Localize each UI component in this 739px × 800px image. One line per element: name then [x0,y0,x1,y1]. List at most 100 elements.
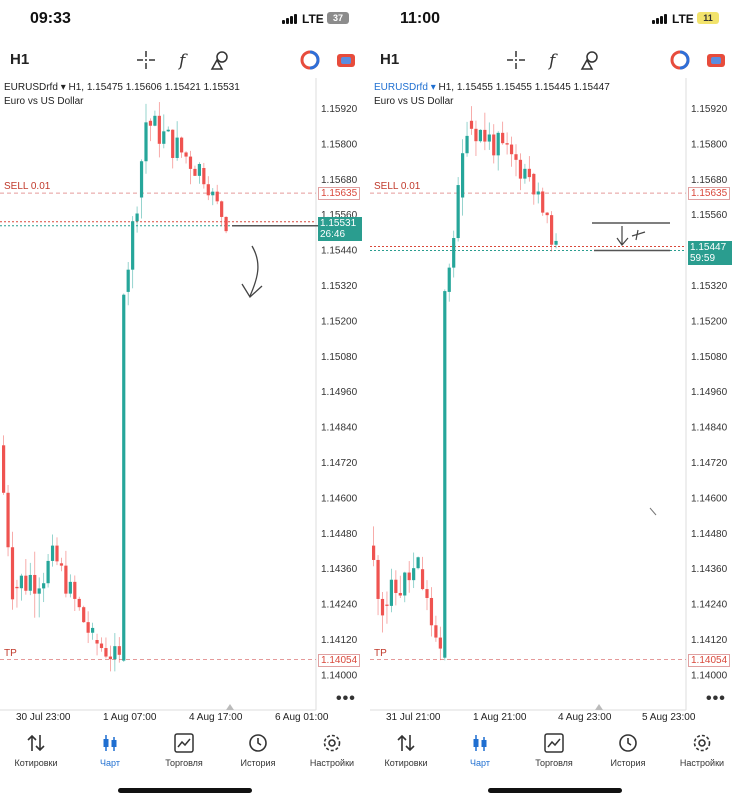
candle-body [541,191,545,213]
nav-trade[interactable]: Торговля [518,732,590,768]
price-tick-label: 1.15560 [321,210,358,221]
sell-label[interactable]: SELL 0.01 [4,181,51,192]
candle-body [509,144,514,155]
dropdown-caret-icon[interactable]: ▾ [60,82,66,93]
candle-body [180,137,184,153]
status-bar: 11:00 LTE 11 [370,0,739,40]
crosshair-icon[interactable] [134,48,158,72]
objects-icon[interactable] [208,48,232,72]
nav-quotes[interactable]: Котировки [370,732,442,768]
sell-price-tag: 1.15635 [688,187,731,200]
candle-body [527,168,531,178]
symbol-name[interactable]: EURUSDrfd [374,82,428,93]
nav-settings[interactable]: Настройки [296,732,368,768]
symbol-name[interactable]: EURUSDrfd [4,82,58,93]
trade-icon[interactable] [704,48,728,72]
candle-body [514,154,518,160]
candle-body [113,646,117,660]
sell-label[interactable]: SELL 0.01 [374,181,421,192]
candle-body [492,134,496,156]
price-tick-label: 1.15920 [691,104,728,115]
candle-body [2,445,6,493]
candle-body [153,115,157,126]
candle-body [50,545,55,561]
settings-icon [666,732,738,754]
dropdown-caret-icon[interactable]: ▾ [430,82,436,93]
function-icon[interactable]: f [542,48,566,72]
signal-icon [282,14,297,24]
nav-settings[interactable]: Настройки [666,732,738,768]
nav-chart[interactable]: Чарт [74,732,146,768]
trade-chart-icon [148,732,220,754]
candle-body [108,656,112,660]
nav-quotes[interactable]: Котировки [0,732,72,768]
candle-body [416,557,420,569]
function-icon[interactable]: f [172,48,196,72]
battery-icon: 11 [697,12,719,24]
more-icon[interactable]: ••• [336,690,356,707]
trade-icon[interactable] [334,48,358,72]
trade-chart-icon [518,732,590,754]
status-time: 09:33 [30,10,71,27]
nav-label: Котировки [14,758,58,768]
candle-body [117,646,121,655]
candle-body [95,640,99,644]
nav-trade[interactable]: Торговля [148,732,220,768]
phone-screen-right: 11:00 LTE 11 H1 f 1.15920 1.15800 1.15680 1… [370,0,739,800]
candle-body [77,598,81,608]
candle-body [175,137,179,158]
candle-body [452,238,456,268]
price-chart[interactable]: 1.15920 1.15800 1.15680 1.15560 1.15320 1.152… [370,78,739,718]
price-chart[interactable]: 1.15920 1.15800 1.15680 1.15560 1.15440 1.153… [0,78,369,718]
candle-body [425,589,429,598]
chart-canvas[interactable]: 1.15920 1.15800 1.15680 1.15560 1.15440 1.153… [0,78,369,718]
chart-canvas[interactable]: 1.15920 1.15800 1.15680 1.15560 1.15320 1.152… [370,78,739,718]
more-icon[interactable]: ••• [706,690,726,707]
quotes-icon [0,732,72,754]
nav-chart[interactable]: Чарт [444,732,516,768]
drawn-stroke [649,507,657,516]
price-tick-label: 1.14000 [321,670,358,681]
account-icon[interactable] [668,48,692,72]
home-indicator[interactable] [488,788,622,793]
account-icon[interactable] [298,48,322,72]
candle-body [554,240,558,245]
svg-text:f: f [177,51,188,70]
price-tick-label: 1.14960 [321,387,358,398]
candle-body [162,131,166,144]
home-indicator[interactable] [118,788,252,793]
candle-body [171,129,175,158]
nav-history[interactable]: История [222,732,294,768]
tp-label[interactable]: TP [4,648,17,659]
timeframe-button[interactable]: H1 [380,51,400,68]
candle-body [59,563,64,566]
nav-label: История [610,758,646,768]
candle-body [206,184,210,196]
time-label: 4 Aug 23:00 [558,712,612,723]
price-tick-label: 1.14720 [321,458,358,469]
time-label: 1 Aug 21:00 [473,712,527,723]
candle-body [496,132,500,156]
candle-timer: 26:46 [320,229,346,240]
symbol-info: EURUSDrfd ▾ H1, 1.15455 1.15455 1.15445 … [374,82,610,107]
time-label: 5 Aug 23:00 [642,712,696,723]
candle-body [447,267,451,292]
tp-price-tag: 1.14054 [318,654,361,667]
candle-body [197,163,201,176]
objects-icon[interactable] [578,48,602,72]
tp-label[interactable]: TP [374,648,387,659]
candle-body [389,579,393,606]
nav-history[interactable]: История [592,732,664,768]
candle-body [220,201,224,217]
candle-body [139,161,144,198]
candle-body [202,168,206,185]
candle-body [184,152,188,157]
price-tick-label: 1.14240 [691,600,728,611]
timeframe-button[interactable]: H1 [10,51,30,68]
crosshair-icon[interactable] [504,48,528,72]
symbol-description: Euro vs US Dollar [374,96,454,107]
phone-screen-left: 09:33 LTE 37 H1 f 1.15920 1.15800 1.15680 1… [0,0,369,800]
history-icon [222,732,294,754]
price-tick-label: 1.14360 [321,564,358,575]
sell-price-tag: 1.15635 [318,187,361,200]
